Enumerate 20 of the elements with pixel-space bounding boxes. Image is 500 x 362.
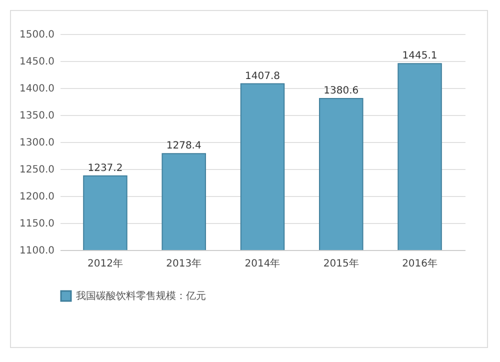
y-tick-label: 1100.0 [20,246,54,256]
x-tick-label: 2016年 [402,258,438,270]
y-tick-label: 1500.0 [20,30,54,40]
x-tick-label: 2012年 [87,258,123,270]
y-tick-label: 1350.0 [20,110,54,122]
data-label: 1380.6 [324,85,359,96]
data-label: 1278.4 [166,140,202,152]
y-tick-label: 1250.0 [20,164,54,176]
data-label: 1407.8 [245,70,280,82]
y-tick-label: 1450.0 [20,56,54,68]
x-tick-label: 2014年 [244,258,280,270]
y-tick-label: 1300.0 [20,138,54,148]
data-label: 1237.2 [88,162,123,174]
legend-label: 我国碳酸饮料零售规模：亿元 [76,290,206,302]
x-tick-label: 2015年 [323,258,359,270]
y-tick-label: 1150.0 [20,218,54,230]
data-label: 1445.1 [402,50,438,62]
x-tick-label: 2013年 [166,258,202,270]
y-tick-label: 1200.0 [20,192,54,202]
y-tick-label: 1400.0 [20,84,54,94]
